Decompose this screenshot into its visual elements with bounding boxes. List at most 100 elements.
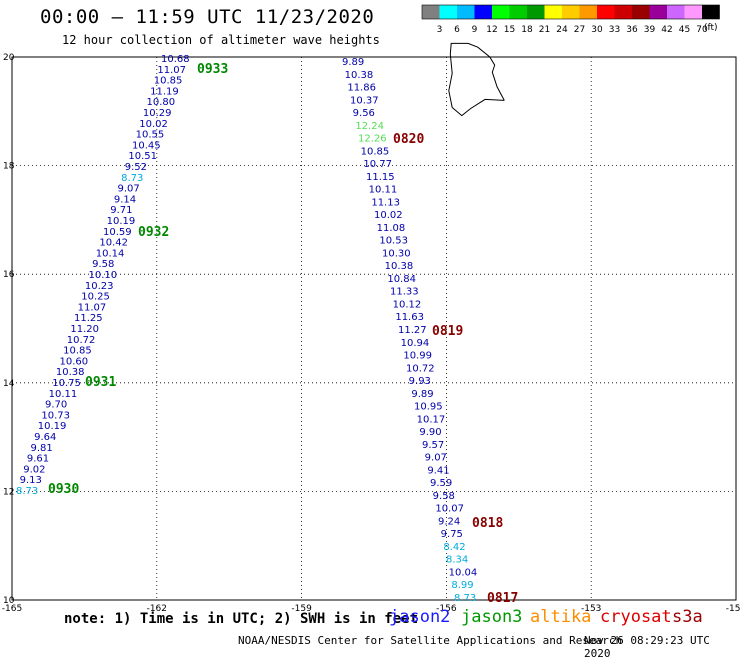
colorbar-tick-label: 24 [556, 25, 568, 35]
swh-label: 9.56 [353, 108, 375, 119]
swh-label: 9.89 [342, 57, 364, 68]
island-coastline [448, 42, 505, 117]
satellite-legend-s3a: s3a [672, 607, 703, 627]
colorbar-swatch [702, 5, 720, 19]
swh-label: 10.99 [403, 351, 432, 362]
swh-label: 11.07 [78, 302, 107, 313]
swh-label: 9.90 [419, 427, 441, 438]
swh-label: 10.25 [81, 292, 110, 303]
satellite-legend-jason2: jason2 [389, 607, 451, 627]
colorbar-tick-label: 33 [609, 25, 620, 35]
pass-time-label: 0931 [85, 375, 116, 390]
satellite-legend-jason3: jason3 [461, 607, 523, 627]
swh-label: 9.58 [92, 259, 114, 270]
pass-time-label: 0820 [393, 132, 424, 147]
colorbar-swatch [632, 5, 650, 19]
longitude-tick-label: -153 [581, 604, 601, 614]
swh-label: 9.59 [430, 478, 452, 489]
swh-label: 11.13 [371, 197, 400, 208]
swh-label: 8.73 [454, 593, 476, 604]
longitude-tick-label: -165 [2, 604, 22, 614]
satellite-legend-altika: altika [530, 607, 592, 627]
colorbar-tick-label: 6 [454, 25, 460, 35]
swh-label: 10.68 [161, 54, 190, 65]
swh-label: 10.95 [414, 402, 443, 413]
credit-text: NOAA/NESDIS Center for Satellite Applica… [238, 634, 623, 647]
latitude-tick-label: 16 [3, 270, 15, 280]
pass-time-label: 0932 [138, 225, 169, 240]
swh-label: 9.93 [409, 376, 431, 387]
swh-label: 10.19 [107, 216, 136, 227]
swh-label: 9.58 [433, 491, 455, 502]
note-text: note: 1) Time is in UTC; 2) SWH is in fe… [64, 611, 419, 627]
latitude-tick-label: 12 [3, 487, 14, 497]
figure-subtitle: 12 hour collection of altimeter wave hei… [62, 33, 380, 47]
swh-label: 10.38 [56, 367, 85, 378]
swh-label: 11.15 [366, 172, 395, 183]
swh-label: 10.29 [143, 108, 172, 119]
swh-label: 8.73 [121, 173, 143, 184]
swh-label: 9.61 [27, 454, 49, 465]
swh-label: 10.72 [406, 363, 435, 374]
swh-label: 10.14 [96, 248, 125, 259]
longitude-tick-label: -156 [436, 604, 457, 614]
swh-label: 12.24 [355, 121, 384, 132]
colorbar-tick-label: 18 [521, 25, 533, 35]
swh-label: 10.11 [49, 389, 78, 400]
swh-label: 9.41 [427, 465, 449, 476]
swh-label: 10.94 [401, 338, 430, 349]
colorbar-swatch [614, 5, 632, 19]
colorbar-tick-label: 15 [504, 25, 515, 35]
colorbar-tick-label: 39 [644, 25, 656, 35]
swh-label: 10.77 [363, 159, 392, 170]
longitude-tick-label: -162 [147, 604, 167, 614]
swh-label: 10.85 [63, 346, 92, 357]
swh-label: 10.17 [417, 414, 446, 425]
swh-label: 10.85 [154, 76, 183, 87]
swh-label: 10.38 [345, 70, 374, 81]
swh-label: 9.52 [125, 162, 147, 173]
swh-label: 10.51 [128, 151, 157, 162]
swh-label: 9.70 [45, 400, 67, 411]
pass-time-label: 0930 [48, 482, 79, 497]
swh-label: 9.89 [411, 389, 433, 400]
swh-label: 10.42 [99, 238, 128, 249]
colorbar-swatch [474, 5, 492, 19]
swh-label: 8.73 [16, 486, 38, 497]
swh-label: 10.19 [38, 421, 67, 432]
colorbar-unit: (ft) [704, 23, 718, 33]
swh-label: 8.34 [446, 555, 468, 566]
swh-label: 11.25 [74, 313, 103, 324]
latitude-tick-label: 10 [3, 596, 15, 606]
swh-label: 10.38 [385, 261, 414, 272]
swh-label: 9.64 [34, 432, 56, 443]
colorbar-swatch [544, 5, 562, 19]
colorbar-tick-label: 3 [437, 25, 443, 35]
swh-label: 10.30 [382, 248, 411, 259]
swh-label: 10.80 [147, 97, 176, 108]
pass-time-label: 0933 [197, 62, 228, 77]
swh-label: 11.08 [377, 223, 406, 234]
pass-time-label: 0819 [432, 324, 463, 339]
swh-label: 11.63 [395, 312, 424, 323]
swh-label: 11.33 [390, 287, 419, 298]
colorbar-swatch [649, 5, 667, 19]
swh-label: 10.37 [350, 95, 379, 106]
colorbar: 3 6 9 12 15 18 21 24 27 30 33 36 39 42 45 70 [421, 4, 720, 35]
swh-label: 10.85 [361, 146, 390, 157]
swh-label: 9.71 [110, 205, 132, 216]
colorbar-tick-label: 12 [486, 25, 497, 35]
colorbar-tick-label: 21 [539, 25, 550, 35]
map-frame [11, 56, 737, 601]
colorbar-tick-label: 30 [591, 25, 603, 35]
latitude-tick-label: 20 [3, 53, 15, 63]
colorbar-tick-label: 36 [626, 25, 638, 35]
swh-label: 10.10 [89, 270, 118, 281]
swh-label: 10.23 [85, 281, 114, 292]
swh-label: 9.07 [425, 453, 447, 464]
swh-label: 8.99 [451, 580, 473, 591]
colorbar-swatch [667, 5, 685, 19]
swh-label: 10.75 [52, 378, 81, 389]
